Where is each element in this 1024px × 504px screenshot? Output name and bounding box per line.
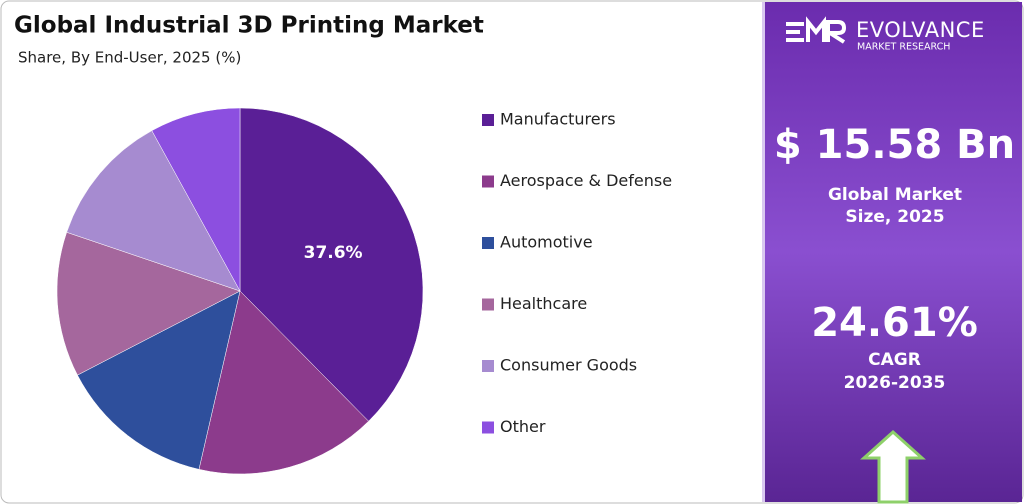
legend-label: Other [500,417,546,436]
divider [762,2,765,502]
legend-swatch [482,421,494,434]
legend-label: Consumer Goods [500,356,637,375]
legend-label: Automotive [500,233,593,252]
pie-slice [56,231,241,376]
pie-slice [151,107,241,292]
logo-icon [786,16,847,44]
cagr-period: 2026-2035 [843,373,946,393]
cagr: 24.61% [811,300,978,346]
pie-slice [239,107,424,422]
market-size-label: Global Market Size, 2025 [827,185,963,227]
chart-subtitle: Share, By End-User, 2025 (%) [18,49,241,67]
pie-slice [198,290,369,475]
market-size: $ 15.58 Bn [773,122,1016,168]
growth-arrow [860,429,926,504]
pie-slice [66,130,241,292]
data-label: 37.6% [304,243,363,263]
brand: EVOLVANCE [856,18,985,42]
legend-swatch [482,360,494,372]
legend-swatch [482,237,494,249]
legend-swatch [482,175,494,188]
pie-slice [77,290,241,470]
chart-title: Global Industrial 3D Printing Market [14,13,484,39]
legend-swatch [482,114,494,126]
legend-label: Healthcare [500,294,587,313]
brand-sub: MARKET RESEARCH [857,42,950,53]
legend-label: Aerospace & Defense [500,171,672,190]
legend-label: Manufacturers [500,110,616,129]
cagr-label: CAGR [868,350,921,370]
legend-swatch [482,298,494,311]
side-panel [765,2,1022,502]
